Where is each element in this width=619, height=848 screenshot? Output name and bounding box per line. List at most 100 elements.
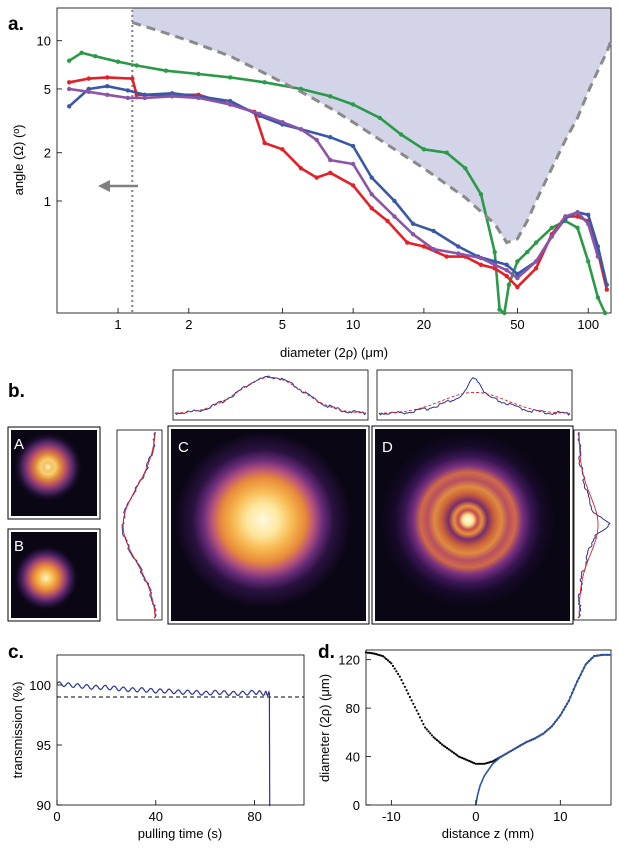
series-green-point bbox=[506, 282, 512, 287]
profile-dotted-point bbox=[454, 753, 457, 756]
inset-d-label: D bbox=[382, 439, 393, 456]
y-tick-label: 0 bbox=[353, 798, 360, 813]
series-red-point bbox=[280, 147, 285, 152]
series-green-point bbox=[228, 75, 233, 80]
series-green-point bbox=[497, 307, 502, 312]
profile-dotted-point bbox=[368, 651, 371, 655]
profile-dotted-point bbox=[390, 662, 393, 665]
series-purple-point bbox=[595, 254, 601, 259]
series-purple-point bbox=[142, 95, 147, 101]
profile-dotted-point bbox=[407, 692, 410, 695]
panel-c-xlabel: pulling time (s) bbox=[138, 826, 223, 841]
profile-top-c bbox=[172, 369, 369, 421]
series-green-point bbox=[79, 50, 84, 55]
profile-dotted-point bbox=[466, 759, 469, 762]
series-purple-point bbox=[392, 214, 397, 219]
profile-dotted-point bbox=[381, 655, 384, 658]
profile-dotted-point bbox=[446, 747, 449, 750]
series-green-point bbox=[421, 147, 427, 152]
profile-dotted-point bbox=[481, 762, 484, 765]
series-red-point bbox=[444, 254, 449, 259]
profile-dotted-point bbox=[422, 723, 425, 726]
profile-dotted-point bbox=[383, 656, 386, 659]
profile-side-d bbox=[573, 429, 617, 621]
series-green-point bbox=[163, 68, 169, 73]
profile-dotted-point bbox=[397, 672, 400, 676]
series-blue-point bbox=[595, 244, 601, 249]
series-red-point bbox=[369, 206, 374, 211]
panel-a-label: a. bbox=[8, 14, 24, 35]
series-red-point bbox=[492, 266, 497, 271]
y-tick-label: 120 bbox=[338, 653, 360, 668]
series-purple-point bbox=[549, 234, 554, 239]
series-purple-point bbox=[515, 275, 520, 281]
inset-a-label: A bbox=[14, 436, 24, 453]
series-purple-point bbox=[257, 111, 262, 117]
series-purple-point bbox=[280, 120, 285, 125]
profile-dotted-point bbox=[417, 712, 420, 716]
series-blue-point bbox=[369, 175, 374, 180]
series-green-point bbox=[602, 310, 608, 316]
profile-dotted-point bbox=[419, 716, 422, 719]
profile-dotted-point bbox=[402, 682, 405, 685]
series-purple-point bbox=[105, 92, 110, 98]
profile-dotted-point bbox=[456, 754, 459, 757]
series-red-point bbox=[86, 76, 91, 81]
profile-dotted-point bbox=[380, 654, 383, 657]
profile-dotted-point bbox=[488, 761, 491, 764]
profile-dotted-point bbox=[420, 719, 423, 722]
y-tick-label: 40 bbox=[346, 750, 360, 765]
series-red-point bbox=[298, 166, 304, 171]
profile-dotted-point bbox=[385, 657, 388, 661]
series-green-point bbox=[350, 102, 356, 107]
profile-side-ab-fit bbox=[122, 431, 156, 619]
panel-c-axes bbox=[56, 654, 305, 806]
series-red-point bbox=[575, 214, 580, 219]
series-red-point bbox=[130, 76, 135, 81]
series-blue-point bbox=[105, 84, 110, 89]
series-purple-point bbox=[369, 192, 374, 197]
panel-a-x-ticks: 1 2 5 10 20 50 100 bbox=[114, 308, 599, 332]
series-red-point bbox=[314, 175, 319, 180]
series-purple-point bbox=[456, 251, 461, 256]
profile-dotted-point bbox=[457, 755, 460, 758]
series-red-point bbox=[385, 218, 390, 224]
series-blue-point bbox=[67, 104, 72, 109]
profile-solid-line bbox=[475, 653, 611, 806]
y-tick-label: 95 bbox=[37, 738, 51, 753]
x-tick-label: 20 bbox=[417, 317, 431, 332]
profile-dotted-point bbox=[474, 762, 477, 765]
panel-c-x-ticks: 0 40 80 bbox=[53, 800, 262, 824]
inset-c-beam bbox=[175, 432, 351, 608]
profile-dotted-point bbox=[415, 709, 418, 712]
series-green-point bbox=[595, 295, 601, 300]
series-blue-point bbox=[586, 212, 591, 217]
series-purple-point bbox=[533, 259, 539, 264]
series-purple-point bbox=[125, 95, 130, 101]
y-tick-label: 10 bbox=[37, 34, 51, 49]
profile-dotted-point bbox=[489, 760, 493, 764]
profile-dotted-point bbox=[484, 762, 488, 765]
profile-dotted-point bbox=[461, 756, 464, 760]
panel-c-ylabel: transmission (%) bbox=[10, 682, 25, 779]
profile-dotted-point bbox=[451, 750, 454, 753]
panel-a-series bbox=[67, 21, 613, 316]
series-red-point bbox=[350, 183, 356, 188]
series-purple-point bbox=[314, 137, 319, 143]
series-green-point bbox=[115, 59, 121, 64]
profile-top-d-measured bbox=[378, 376, 571, 416]
profile-side-ab-measured bbox=[121, 431, 157, 619]
profile-dotted-point bbox=[412, 702, 415, 705]
profile-side-d-fit bbox=[578, 431, 599, 619]
series-green-point bbox=[398, 132, 404, 137]
profile-top-d-fit bbox=[379, 391, 570, 414]
profile-dotted-point bbox=[400, 678, 403, 682]
profile-dotted-point bbox=[413, 706, 417, 709]
series-green-point bbox=[502, 310, 507, 316]
profile-dotted-point bbox=[440, 743, 444, 746]
profile-dotted-point bbox=[398, 675, 401, 678]
x-tick-label: 50 bbox=[510, 317, 524, 332]
series-purple-point bbox=[478, 255, 484, 261]
panel-a-axes bbox=[56, 7, 612, 314]
profile-dotted-point bbox=[370, 652, 373, 655]
